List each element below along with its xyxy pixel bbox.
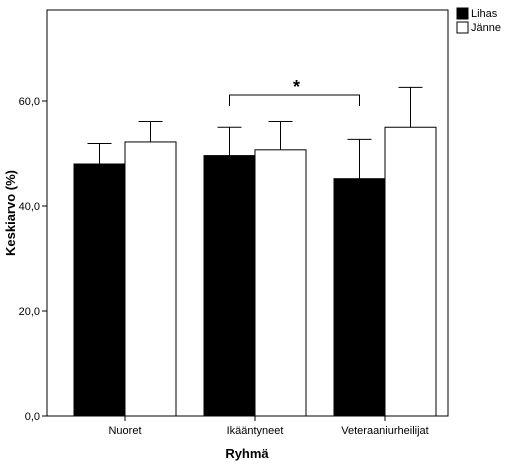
legend-label-lihas: Lihas [471, 8, 498, 20]
x-axis: Nuoret Ikääntyneet Veteraaniurheilijat [108, 416, 429, 437]
y-tick-label: 20,0 [19, 306, 40, 318]
bar-lihas-0 [73, 163, 126, 417]
y-axis: 0,0 20,0 40,0 60,0 [19, 96, 47, 423]
bar-series [73, 126, 437, 417]
legend-label-janne: Jänne [471, 22, 501, 34]
x-axis-title: Ryhmä [225, 446, 269, 461]
error-bars [87, 86, 423, 179]
y-tick-label: 0,0 [25, 411, 40, 423]
bar-lihas-2 [333, 178, 386, 417]
bar-janne-2 [384, 126, 437, 417]
bar-janne-0 [124, 141, 177, 417]
significance-star: * [293, 77, 300, 97]
legend: Lihas Jänne [456, 7, 501, 34]
bar-janne-1 [254, 149, 307, 417]
bar-lihas-1 [203, 155, 256, 417]
x-tick-label: Nuoret [108, 425, 141, 437]
x-tick-label: Ikääntyneet [227, 425, 284, 437]
y-tick-label: 40,0 [19, 201, 40, 213]
significance-annotation: * [229, 77, 360, 106]
legend-swatch-janne [456, 21, 469, 34]
legend-swatch-lihas [456, 7, 469, 20]
x-tick-label: Veteraaniurheilijat [341, 425, 428, 437]
y-axis-title: Keskiarvo (%) [3, 170, 18, 256]
y-tick-label: 60,0 [19, 96, 40, 108]
significance-bracket [229, 94, 360, 106]
